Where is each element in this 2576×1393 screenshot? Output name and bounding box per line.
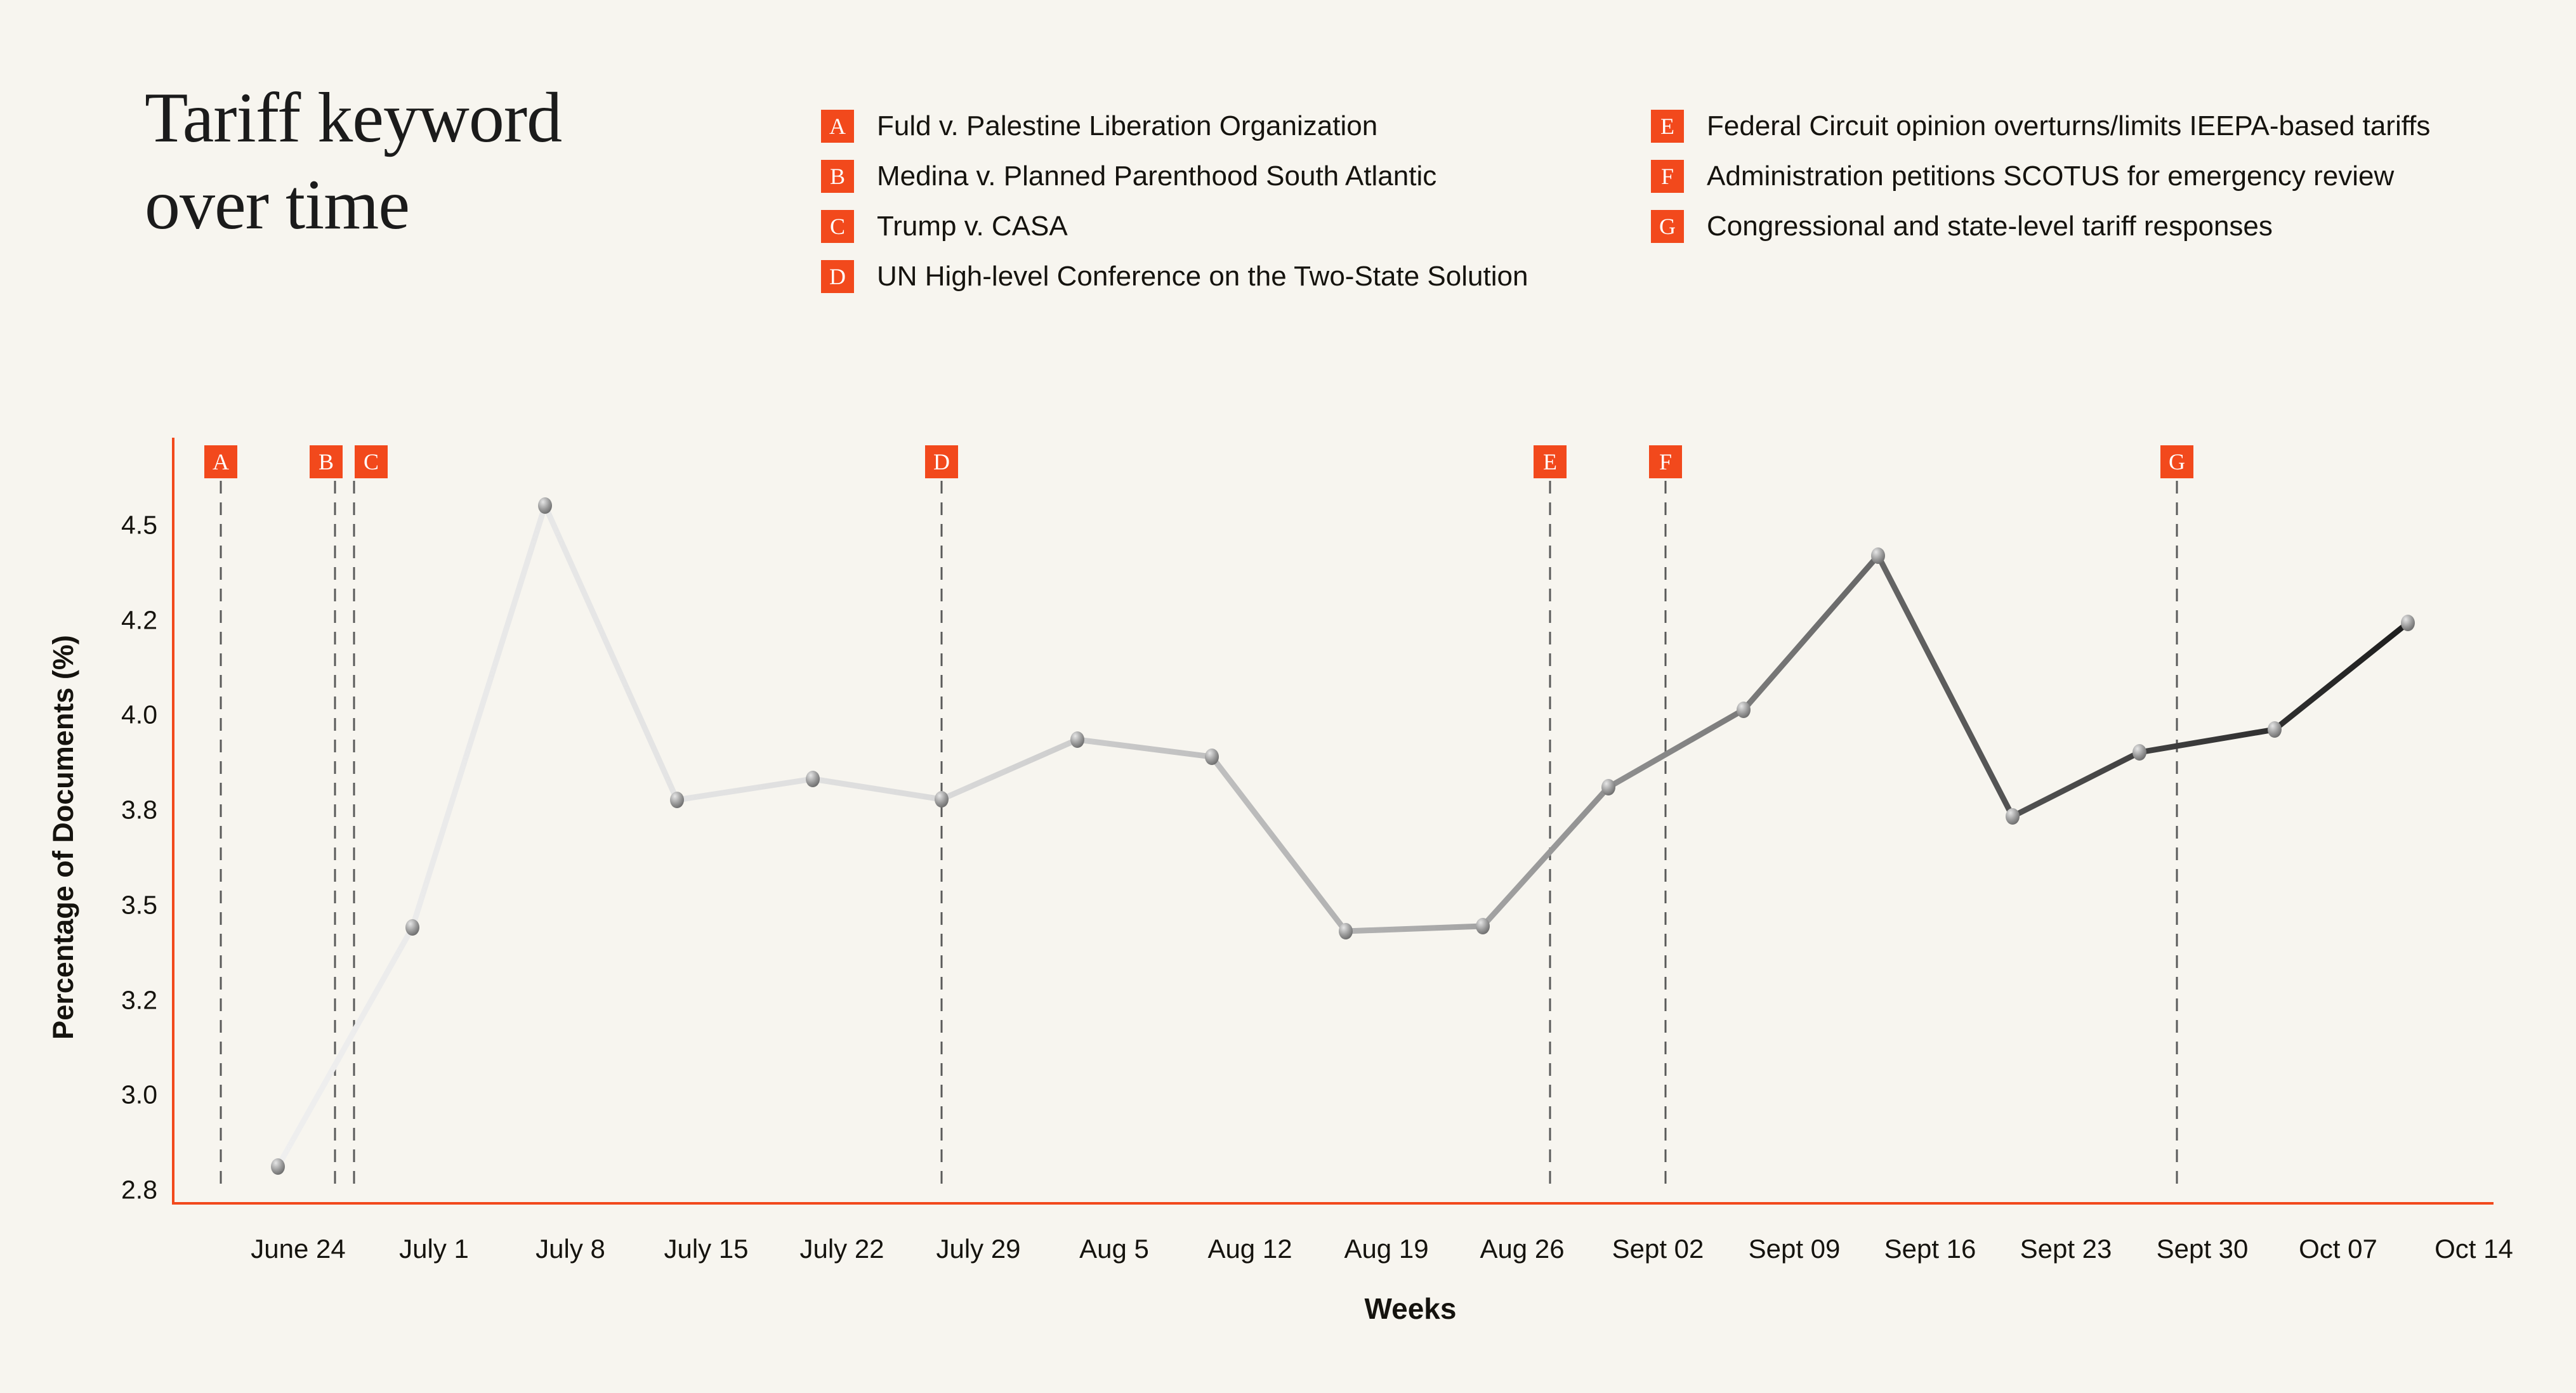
event-badge-b: B bbox=[310, 445, 343, 478]
legend-row-c: C Trump v. CASA bbox=[821, 210, 1528, 243]
event-badge-d: D bbox=[925, 445, 958, 478]
data-point-11 bbox=[1601, 779, 1615, 795]
data-point-3 bbox=[538, 497, 552, 514]
x-tick-june-24: June 24 bbox=[251, 1234, 346, 1264]
legend-badge-g: G bbox=[1651, 210, 1684, 243]
legend-badge-f: F bbox=[1651, 160, 1684, 193]
x-tick-july-8: July 8 bbox=[536, 1234, 605, 1264]
series-line bbox=[275, 502, 2411, 1170]
y-axis-title: Percentage of Documents (%) bbox=[47, 635, 79, 1040]
event-legend-column-1: A Fuld v. Palestine Liberation Organizati… bbox=[821, 110, 1528, 293]
data-point-10 bbox=[1476, 918, 1490, 934]
event-badge-f: F bbox=[1649, 445, 1682, 478]
y-tick-3.0: 3.0 bbox=[121, 1080, 157, 1109]
x-tick-oct-07: Oct 07 bbox=[2299, 1234, 2377, 1264]
data-point-2 bbox=[405, 919, 419, 936]
legend-badge-a: A bbox=[821, 110, 854, 143]
data-point-17 bbox=[2401, 615, 2415, 631]
legend-label-f: Administration petitions SCOTUS for emer… bbox=[1707, 160, 2395, 192]
chart-title-line-2: over time bbox=[145, 165, 410, 244]
x-tick-aug-12: Aug 12 bbox=[1207, 1234, 1292, 1264]
event-badge-e: E bbox=[1534, 445, 1567, 478]
y-tick-3.5: 3.5 bbox=[121, 890, 157, 920]
legend-row-a: A Fuld v. Palestine Liberation Organizati… bbox=[821, 110, 1528, 143]
data-point-12 bbox=[1737, 702, 1751, 718]
x-axis-title: Weeks bbox=[1364, 1292, 1457, 1325]
chart-title-line-1: Tariff keyword bbox=[145, 79, 562, 157]
event-badge-a: A bbox=[204, 445, 237, 478]
legend-badge-c: C bbox=[821, 210, 854, 243]
data-point-13 bbox=[1871, 547, 1885, 564]
data-point-9 bbox=[1339, 923, 1353, 939]
data-point-4 bbox=[670, 792, 684, 808]
data-point-16 bbox=[2268, 721, 2282, 738]
x-tick-july-22: July 22 bbox=[799, 1234, 884, 1264]
series-polyline bbox=[275, 502, 2411, 1170]
x-tick-oct-14: Oct 14 bbox=[2435, 1234, 2513, 1264]
data-point-5 bbox=[806, 771, 820, 787]
legend-label-e: Federal Circuit opinion overturns/limits… bbox=[1707, 110, 2431, 141]
event-legend-column-2: E Federal Circuit opinion overturns/limit… bbox=[1651, 110, 2430, 243]
x-tick-aug-26: Aug 26 bbox=[1480, 1234, 1565, 1264]
legend-row-e: E Federal Circuit opinion overturns/limit… bbox=[1651, 110, 2430, 143]
legend-row-b: B Medina v. Planned Parenthood South Atla… bbox=[821, 160, 1528, 193]
legend-label-a: Fuld v. Palestine Liberation Organizatio… bbox=[877, 110, 1378, 141]
legend-label-d: UN High-level Conference on the Two-Stat… bbox=[877, 261, 1528, 292]
data-point-6 bbox=[935, 791, 949, 808]
x-tick-sept-23: Sept 23 bbox=[2020, 1234, 2112, 1264]
legend-badge-b: B bbox=[821, 160, 854, 193]
y-tick-2.8: 2.8 bbox=[121, 1175, 157, 1205]
legend-badge-e: E bbox=[1651, 110, 1684, 143]
data-points bbox=[271, 497, 2415, 1175]
x-tick-aug-5: Aug 5 bbox=[1079, 1234, 1149, 1264]
data-point-1 bbox=[271, 1158, 285, 1175]
legend-label-g: Congressional and state-level tariff res… bbox=[1707, 211, 2273, 242]
event-badge-g: G bbox=[2160, 445, 2193, 478]
y-tick-4.5: 4.5 bbox=[121, 510, 157, 540]
data-point-15 bbox=[2132, 744, 2146, 761]
x-tick-sept-16: Sept 16 bbox=[1884, 1234, 1976, 1264]
x-tick-aug-19: Aug 19 bbox=[1344, 1234, 1429, 1264]
y-tick-3.2: 3.2 bbox=[121, 985, 157, 1015]
x-tick-july-1: July 1 bbox=[399, 1234, 469, 1264]
y-tick-3.8: 3.8 bbox=[121, 795, 157, 825]
legend-row-f: F Administration petitions SCOTUS for eme… bbox=[1651, 160, 2430, 193]
data-point-14 bbox=[2006, 808, 2020, 825]
legend-label-b: Medina v. Planned Parenthood South Atlan… bbox=[877, 160, 1437, 192]
y-tick-4.2: 4.2 bbox=[121, 605, 157, 635]
x-tick-sept-09: Sept 09 bbox=[1748, 1234, 1841, 1264]
x-tick-sept-02: Sept 02 bbox=[1612, 1234, 1704, 1264]
event-dashed-lines bbox=[220, 481, 2178, 1191]
data-point-8 bbox=[1205, 749, 1219, 765]
legend-badge-d: D bbox=[821, 260, 854, 293]
y-tick-4.0: 4.0 bbox=[121, 700, 157, 729]
event-badge-c: C bbox=[355, 445, 388, 478]
legend-row-d: D UN High-level Conference on the Two-Sta… bbox=[821, 260, 1528, 293]
x-tick-july-29: July 29 bbox=[936, 1234, 1021, 1264]
x-tick-july-15: July 15 bbox=[664, 1234, 749, 1264]
legend-row-g: G Congressional and state-level tariff re… bbox=[1651, 210, 2430, 243]
data-point-7 bbox=[1070, 731, 1084, 748]
chart-title: Tariff keyword over time bbox=[145, 75, 716, 248]
x-tick-sept-30: Sept 30 bbox=[2156, 1234, 2249, 1264]
legend-label-c: Trump v. CASA bbox=[877, 211, 1068, 242]
